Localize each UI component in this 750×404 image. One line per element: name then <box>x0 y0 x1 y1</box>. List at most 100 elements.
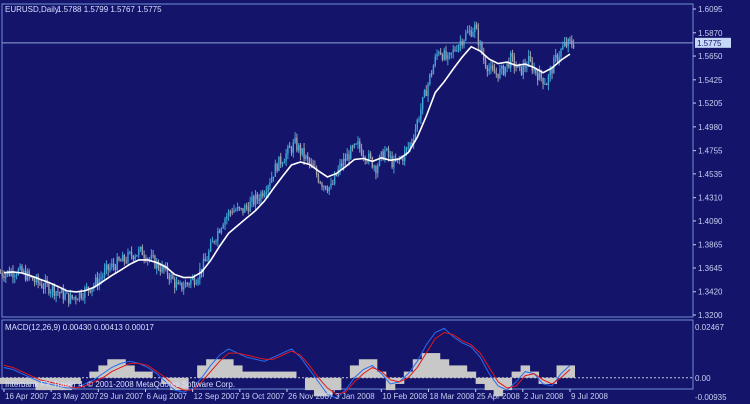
candle-body <box>339 163 341 170</box>
candle-body <box>129 252 131 254</box>
macd-histogram-bar <box>511 371 522 378</box>
macd-histogram-bar <box>322 377 333 397</box>
price-tick-label: 1.3645 <box>698 264 723 273</box>
candle-body <box>323 185 325 188</box>
candle-body <box>416 120 418 130</box>
candle-body <box>542 77 544 85</box>
candle-body <box>353 143 356 148</box>
candle-body <box>114 266 117 270</box>
candle-body <box>186 282 188 284</box>
candle-body <box>288 146 291 149</box>
candle-body <box>23 270 25 273</box>
candle-body <box>161 265 163 272</box>
candle-body <box>484 60 487 67</box>
candle-body <box>508 61 510 68</box>
candle-body <box>472 32 474 37</box>
macd-histogram-bar <box>269 371 279 378</box>
macd-tick-label: -0.00935 <box>695 393 727 402</box>
candle-body <box>536 73 539 81</box>
symbol-title: EURUSD,Daily <box>5 5 59 14</box>
candle-body <box>222 224 224 229</box>
candle-body <box>405 147 408 151</box>
candle-body <box>224 218 226 225</box>
candle-body <box>105 264 108 270</box>
candle-body <box>483 53 485 61</box>
candle-body <box>562 46 564 50</box>
candle-body <box>368 153 370 162</box>
time-tick-label: 29 Jun 2007 <box>99 392 144 401</box>
macd-histogram-bar <box>26 377 36 384</box>
candle-body <box>170 274 172 280</box>
price-tick-label: 1.4090 <box>698 217 723 226</box>
candle-body <box>305 155 307 159</box>
candle-body <box>191 277 194 280</box>
candle-body <box>522 64 524 75</box>
moving-average <box>2 42 693 293</box>
candle-body <box>495 73 498 75</box>
macd-tick-label: 0.00 <box>695 374 711 383</box>
macd-histogram-bar <box>547 377 558 384</box>
macd-indicator <box>0 327 693 399</box>
candle-body <box>441 54 444 60</box>
macd-histogram-bar <box>457 365 468 378</box>
candle-body <box>378 155 381 166</box>
candle-body <box>21 266 23 273</box>
candle-body <box>283 161 286 164</box>
candle-body <box>139 246 142 250</box>
candle-body <box>274 163 277 177</box>
time-tick-label: 25 Apr 2008 <box>477 392 521 401</box>
time-tick-label: 26 Nov 2007 <box>288 392 334 401</box>
candle-body <box>150 255 153 259</box>
candle-body <box>188 283 190 285</box>
macd-histogram-bar <box>125 365 135 378</box>
candle-body <box>112 263 115 267</box>
candle-body <box>98 279 100 286</box>
candle-body <box>159 268 162 272</box>
candle-body <box>245 205 248 208</box>
candle-body <box>80 292 82 298</box>
candle-body <box>526 66 528 68</box>
macd-histogram-bar <box>62 377 72 391</box>
candle-body <box>470 30 472 37</box>
candle-body <box>24 270 27 281</box>
candle-body <box>551 69 553 74</box>
candle-body <box>163 265 165 270</box>
time-tick-label: 2 Jun 2008 <box>524 392 564 401</box>
candle-body <box>511 53 514 57</box>
candle-body <box>213 241 215 243</box>
candle-body <box>310 163 312 165</box>
candle-body <box>429 73 431 84</box>
macd-histogram-bar <box>278 371 288 378</box>
candle-body <box>15 274 18 276</box>
macd-histogram-bar <box>466 371 477 378</box>
candle-body <box>346 154 348 161</box>
candle-body <box>355 143 357 145</box>
candle-body <box>182 287 185 290</box>
candle-body <box>215 240 217 243</box>
candle-body <box>386 148 388 151</box>
candle-body <box>209 242 212 252</box>
candle-body <box>465 32 467 41</box>
candle-body <box>26 271 29 281</box>
candle-body <box>231 211 233 213</box>
candle-body <box>206 259 208 262</box>
candle-body <box>538 70 541 81</box>
macd-histogram-bar <box>394 377 405 384</box>
price-tick-label: 1.5425 <box>698 76 723 85</box>
candle-body <box>111 263 113 268</box>
candle-body <box>48 283 50 294</box>
candle-body <box>242 208 244 213</box>
candle-body <box>486 66 489 72</box>
candle-body <box>506 61 508 67</box>
candle-body <box>285 153 287 162</box>
macd-histogram-bar <box>251 371 261 378</box>
candle-body <box>475 24 478 30</box>
candle-body <box>418 119 420 121</box>
macd-histogram-bar <box>242 371 252 378</box>
macd-histogram-bar <box>35 377 45 391</box>
candle-body <box>468 30 471 32</box>
macd-tick-label: 0.02467 <box>695 323 724 332</box>
ma-line <box>3 45 571 293</box>
